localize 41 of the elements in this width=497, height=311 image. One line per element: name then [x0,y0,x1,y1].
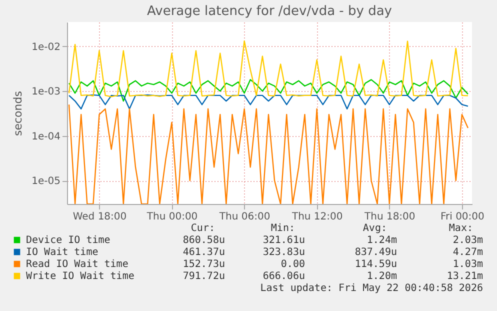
text: Avg: [362,223,387,234]
legend-label: Write IO Wait time [26,271,134,282]
x-tick-label: Thu 12:00 [290,212,343,222]
x-tick-label: Thu 06:00 [218,212,270,222]
line-series [68,79,469,102]
text: 152.73u [182,259,225,270]
text: 321.61u [262,235,305,246]
text: 1.03m [452,259,483,270]
text: Max: [448,223,473,234]
text: 837.49u [354,247,397,258]
y-tick-label: 1e-02 [32,42,60,53]
text: 4.27m [452,247,483,258]
text: 0.00 [280,259,305,270]
text: Last update: Fri May 22 00:40:58 2026 [260,283,483,294]
text: 1.20m [366,271,397,282]
text: 114.59u [354,259,397,270]
x-tick-label: Thu 00:00 [146,212,198,222]
legend-label: Device IO time [26,235,110,246]
line-series [68,104,469,204]
text: 860.58u [182,235,225,246]
y-tick-label: 1e-05 [32,176,60,188]
chart-title: Average latency for /dev/vda - by day [147,4,392,19]
text: 461.37u [182,247,225,258]
y-tick-label: 1e-04 [32,131,60,142]
text: 13.21m [446,271,483,282]
line-series [68,94,469,110]
x-tick-label: Wed 18:00 [72,212,127,222]
text: Cur: [190,223,215,234]
text: 2.03m [452,235,483,246]
x-tick-label: Fri 00:00 [440,212,484,222]
legend-label: IO Wait time [26,247,98,258]
line-series [68,40,469,98]
legend-label: Read IO Wait time [26,259,128,270]
text: 791.72u [182,271,225,282]
y-tick-label: 1e-03 [32,86,60,98]
y-axis-title: seconds [12,90,25,136]
x-tick-label: Thu 18:00 [363,212,416,222]
text: 323.83u [262,247,305,258]
text: Min: [270,223,295,234]
text: 1.24m [366,235,397,246]
text: 666.06u [262,271,305,282]
